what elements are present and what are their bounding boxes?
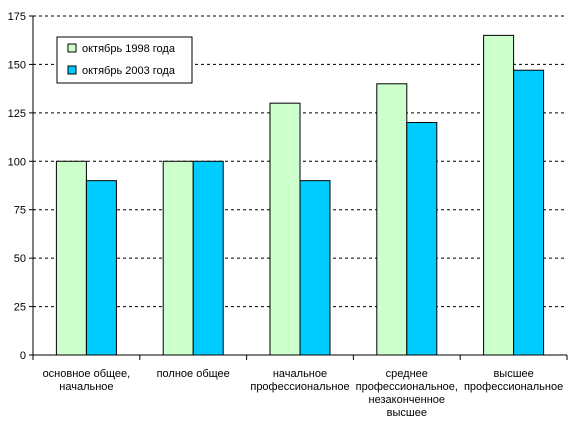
- x-tick-label-3-line-2: незаконченное: [369, 394, 445, 406]
- x-tick-label-4-line-0: высшее: [493, 368, 533, 380]
- legend: октябрь 1998 года октябрь 2003 года: [56, 36, 193, 84]
- x-tick-label-3-line-0: среднее: [386, 368, 428, 380]
- legend-box: [56, 36, 193, 84]
- y-tick-label-1: 25: [14, 302, 26, 314]
- bar-0-series-0: [55, 160, 87, 356]
- y-tick-label-7: 175: [8, 11, 26, 23]
- bars: [55, 34, 545, 356]
- bar-2-series-1: [299, 180, 331, 356]
- x-tick-label-4-line-1: профессиональное: [464, 381, 563, 393]
- bar-0-series-1: [85, 180, 117, 356]
- x-tick-label-3-line-1: профессиональное,: [356, 381, 458, 393]
- y-tick-label-5: 125: [8, 108, 26, 120]
- x-tick-label-1-line-0: полное общее: [157, 368, 230, 380]
- bar-1-series-1: [192, 160, 224, 356]
- x-tick-label-2-line-0: начальное: [273, 368, 327, 380]
- bar-3-series-1: [406, 122, 438, 356]
- y-tick-label-0: 0: [20, 350, 26, 362]
- legend-swatch-1998: [67, 43, 77, 53]
- legend-label-2003: октябрь 2003 года: [82, 65, 176, 77]
- legend-label-1998: октябрь 1998 года: [82, 43, 176, 55]
- bar-2-series-0: [269, 102, 301, 356]
- bar-1-series-0: [162, 160, 194, 356]
- bar-3-series-0: [376, 83, 408, 356]
- x-tick-label-2-line-1: профессиональное: [250, 381, 349, 393]
- legend-swatch-2003: [67, 65, 77, 75]
- bar-4-series-1: [513, 69, 545, 356]
- x-tick-label-0-line-0: основное общее,: [43, 368, 131, 380]
- y-tick-label-4: 100: [8, 156, 26, 168]
- x-tick-label-0-line-1: начальное: [59, 381, 113, 393]
- y-tick-label-6: 150: [8, 59, 26, 71]
- y-tick-label-2: 50: [14, 253, 26, 265]
- bar-4-series-0: [483, 34, 515, 356]
- x-tick-label-3-line-3: высшее: [387, 407, 427, 419]
- y-tick-label-3: 75: [14, 205, 26, 217]
